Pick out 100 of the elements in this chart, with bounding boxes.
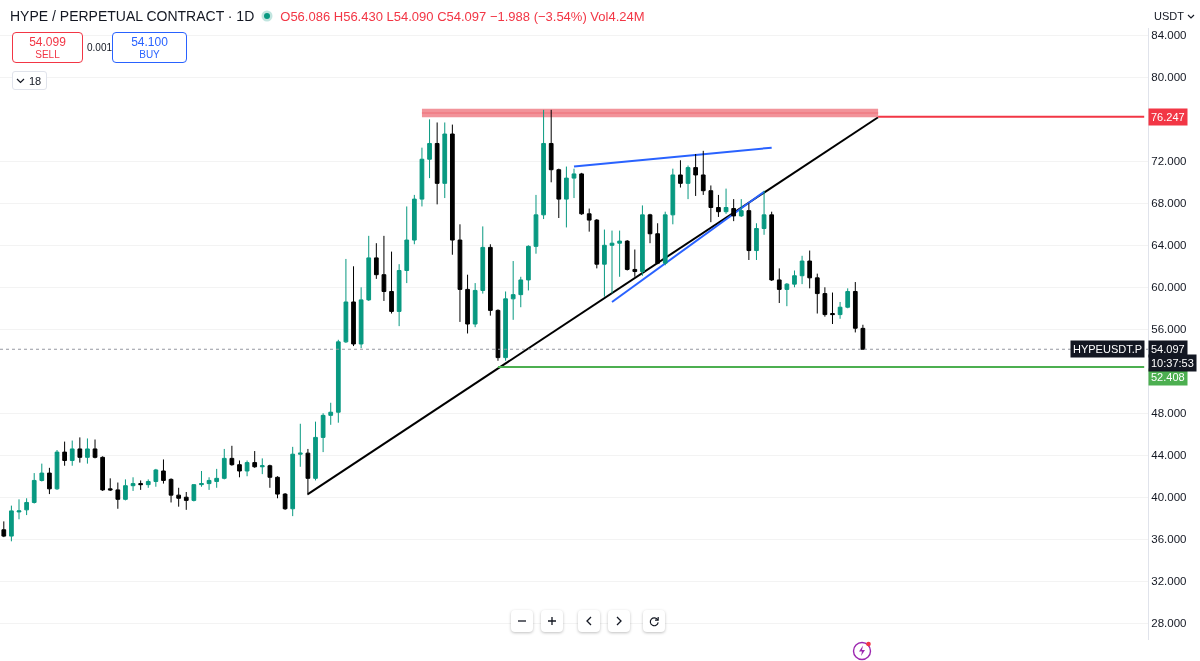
candlestick — [830, 292, 835, 325]
candlestick — [85, 437, 90, 465]
candlestick — [161, 458, 166, 485]
annotation: 54.099 — [29, 34, 66, 49]
candlestick — [328, 402, 334, 426]
y-tick-label: 36.000 — [1151, 533, 1187, 546]
candlestick — [31, 472, 37, 505]
annotation: 18 — [29, 74, 42, 87]
candlestick — [39, 463, 45, 482]
candlestick — [62, 441, 67, 467]
candlestick — [183, 491, 189, 511]
y-tick-label: 84.000 — [1151, 29, 1187, 42]
y-tick-label: 64.000 — [1151, 239, 1187, 252]
candlestick — [617, 230, 622, 278]
candlestick — [662, 211, 668, 266]
candlestick — [123, 478, 128, 501]
candlestick — [9, 505, 14, 542]
candlestick — [100, 455, 105, 492]
candlestick — [465, 274, 470, 334]
candlestick — [860, 324, 866, 350]
candlestick — [571, 168, 577, 199]
candlestick — [678, 159, 683, 189]
candlestick — [358, 286, 364, 349]
candlestick — [564, 166, 569, 228]
candlestick — [442, 121, 448, 199]
candlestick — [807, 250, 813, 289]
data-label: 76.247 — [1151, 111, 1185, 123]
candlestick — [396, 263, 402, 327]
candlestick — [145, 478, 151, 489]
candlestick — [404, 205, 410, 284]
y-tick-label: 68.000 — [1151, 197, 1187, 210]
candlestick — [168, 477, 174, 503]
candlestick — [47, 467, 52, 495]
y-tick-label: 72.000 — [1151, 155, 1187, 168]
candlestick — [389, 251, 394, 315]
annotation: BUY — [139, 48, 160, 61]
candlestick — [343, 258, 349, 344]
buy-button: 54.100 BUY — [112, 32, 187, 63]
candlestick — [16, 498, 22, 520]
candlestick — [845, 287, 851, 309]
annotation: 54.100 — [131, 34, 168, 49]
candlestick — [366, 235, 372, 302]
candlestick — [655, 222, 660, 265]
candlestick — [822, 286, 828, 318]
candlestick — [206, 476, 212, 491]
candlestick — [107, 477, 113, 492]
currency-menu: USDT — [1154, 10, 1195, 22]
candlestick — [776, 267, 782, 304]
candlestick — [176, 487, 182, 508]
candlestick — [419, 147, 425, 207]
candlestick — [275, 475, 280, 499]
candlestick — [754, 222, 759, 261]
candlestick — [351, 265, 356, 347]
y-tick-label: 48.000 — [1151, 407, 1187, 420]
candlestick — [533, 194, 539, 255]
candlestick — [381, 235, 387, 302]
chart-title: HYPE / PERPETUAL CONTRACT · 1D — [10, 8, 255, 24]
candlestick — [716, 194, 721, 218]
candlestick — [518, 276, 524, 308]
y-tick-label: 56.000 — [1151, 323, 1187, 336]
candlestick — [313, 421, 318, 481]
candlestick — [647, 213, 653, 244]
y-tick-label: 60.000 — [1151, 281, 1187, 294]
candlestick — [541, 109, 546, 220]
candlestick — [723, 188, 729, 215]
candlestick — [480, 225, 486, 295]
chart-subtitle: O56.086 H56.430 L54.090 C54.097 −1.988 (−3.54%) Vol4.24M — [280, 8, 645, 24]
candlestick — [670, 168, 676, 225]
candlestick — [252, 450, 258, 469]
candlestick — [632, 249, 638, 278]
candlestick — [488, 243, 493, 317]
candlestick — [602, 229, 607, 298]
candlestick — [510, 260, 516, 321]
candlestick — [138, 479, 144, 491]
candlestick — [434, 121, 440, 205]
candlestick — [852, 281, 858, 333]
candlestick — [153, 468, 159, 488]
candlestick — [457, 223, 463, 323]
candlestick — [69, 440, 75, 467]
y-tick-label: 40.000 — [1151, 491, 1187, 504]
candlestick — [115, 482, 121, 510]
annotation: 0.001 — [87, 42, 113, 53]
candlestick — [792, 269, 797, 288]
candlestick — [640, 204, 645, 277]
candlestick — [77, 436, 83, 464]
candlestick — [229, 445, 235, 467]
text: 10:37:53 — [1151, 357, 1194, 369]
candlestick — [556, 168, 562, 219]
candlestick — [199, 470, 204, 488]
candlestick — [708, 184, 714, 223]
sell-button: 54.099 SELL — [12, 32, 83, 63]
candlestick — [837, 301, 843, 320]
candlestick — [1, 520, 7, 538]
candlestick — [526, 244, 531, 291]
candlestick — [548, 109, 554, 183]
candlestick — [92, 439, 98, 459]
candlestick — [579, 172, 584, 216]
candlestick — [731, 198, 737, 222]
annotation: SELL — [35, 48, 60, 61]
candlestick — [335, 339, 341, 424]
